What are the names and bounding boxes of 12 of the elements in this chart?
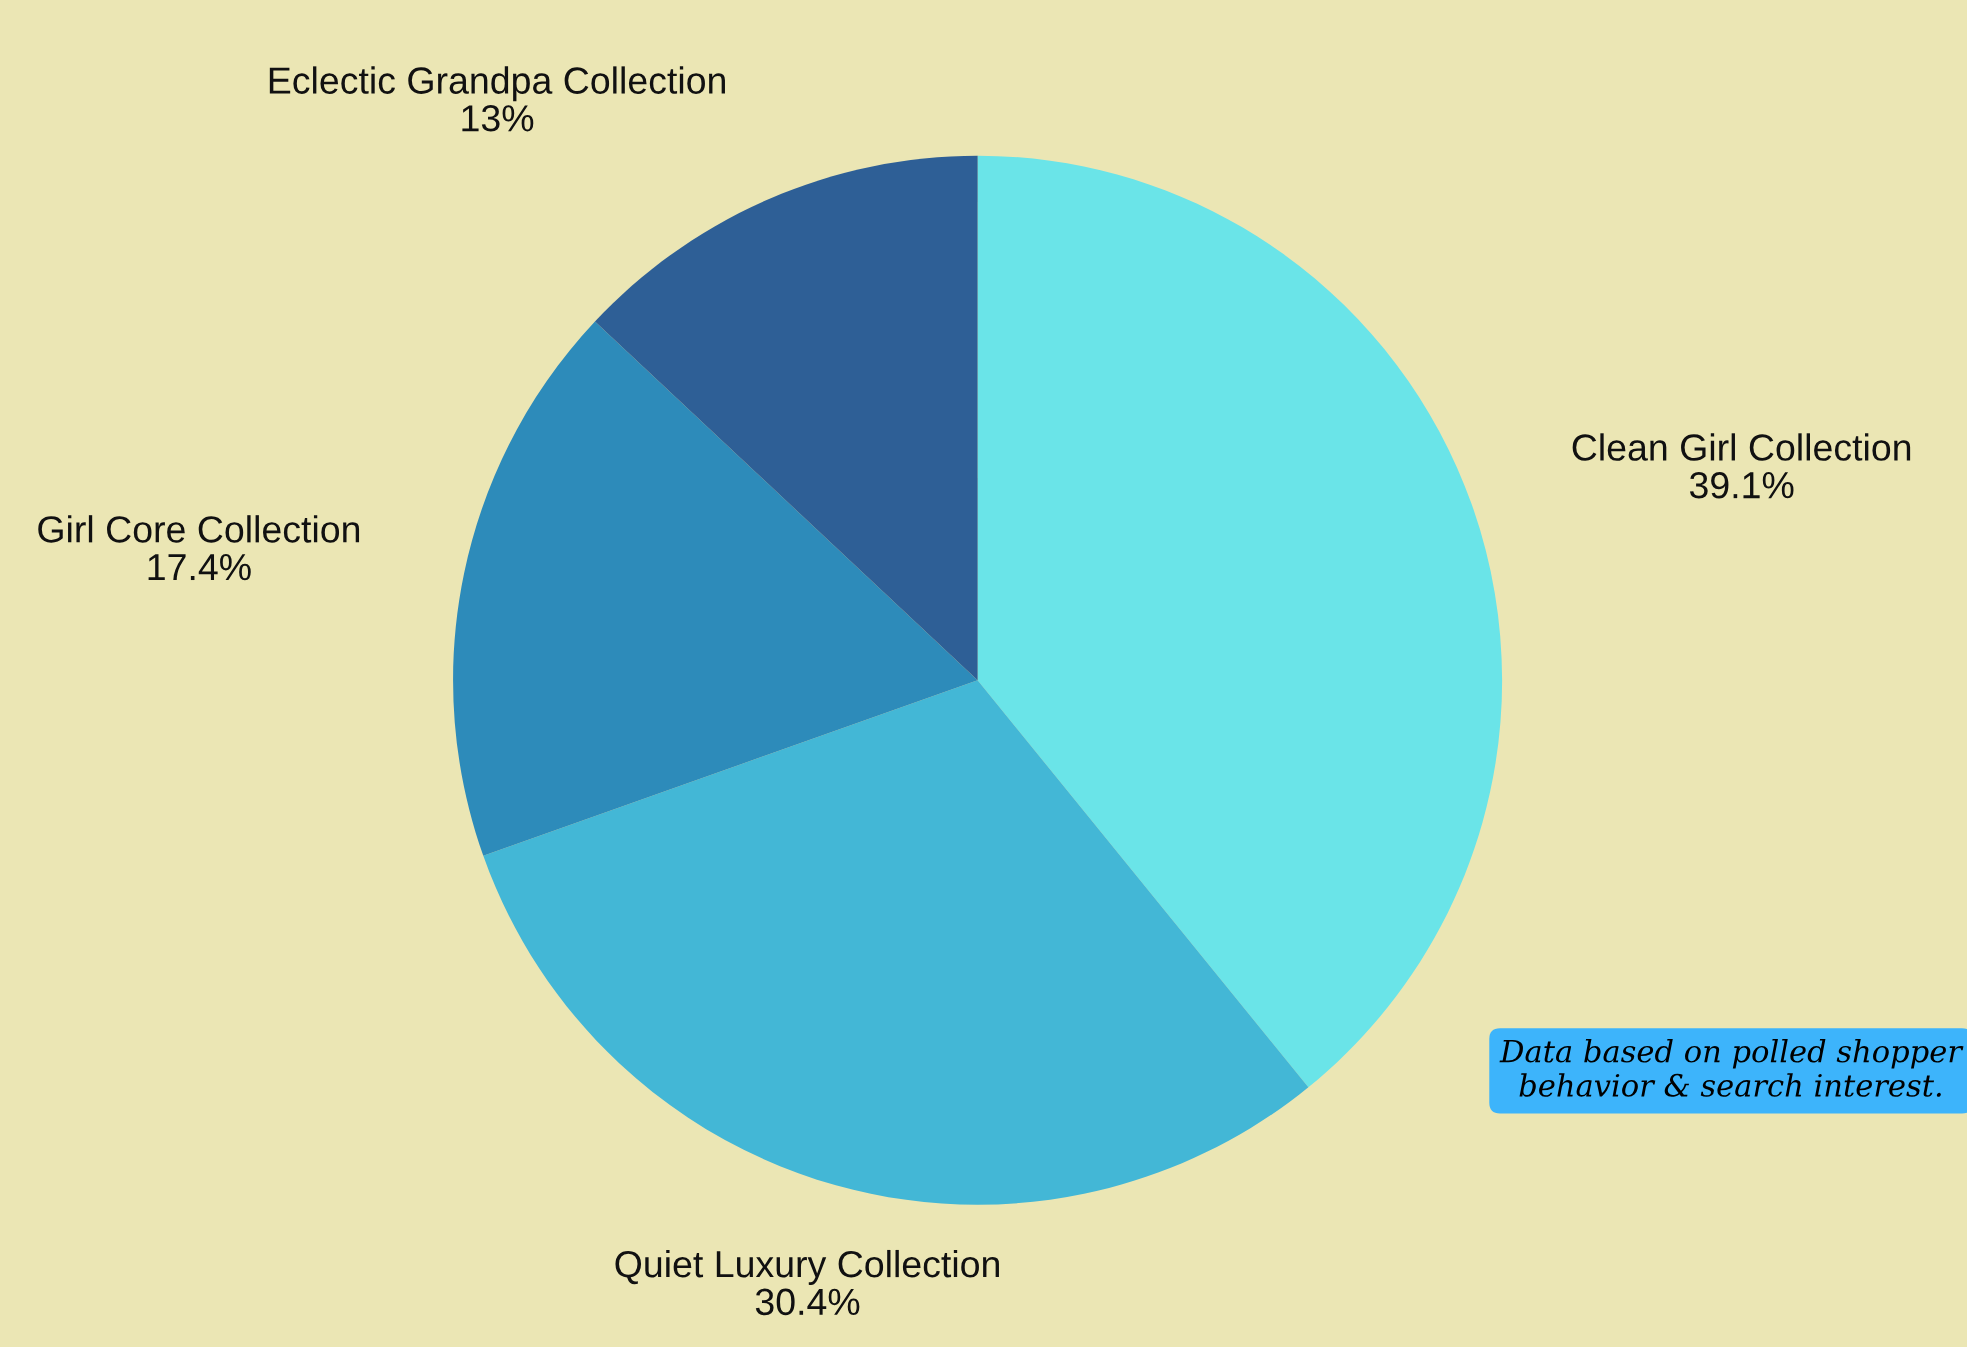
pie-slice	[594, 155, 978, 681]
slice-label: Quiet Luxury Collection	[615, 1249, 999, 1285]
data-label: 39.1%	[1689, 471, 1794, 499]
data-label: 30.4%	[755, 1288, 860, 1316]
text: Data based on polled shopper behavior & search interest.	[1499, 1038, 1964, 1097]
pie-slice	[453, 321, 978, 856]
pie-slice	[483, 680, 1309, 1205]
data-label: 13%	[462, 105, 534, 132]
slice-label: Girl Core Collection	[38, 515, 360, 543]
data-label: 17.4%	[148, 554, 251, 581]
slice-label: Clean Girl Collection	[1572, 433, 1911, 461]
slice-label: Eclectic Grandpa Collection	[269, 66, 725, 102]
